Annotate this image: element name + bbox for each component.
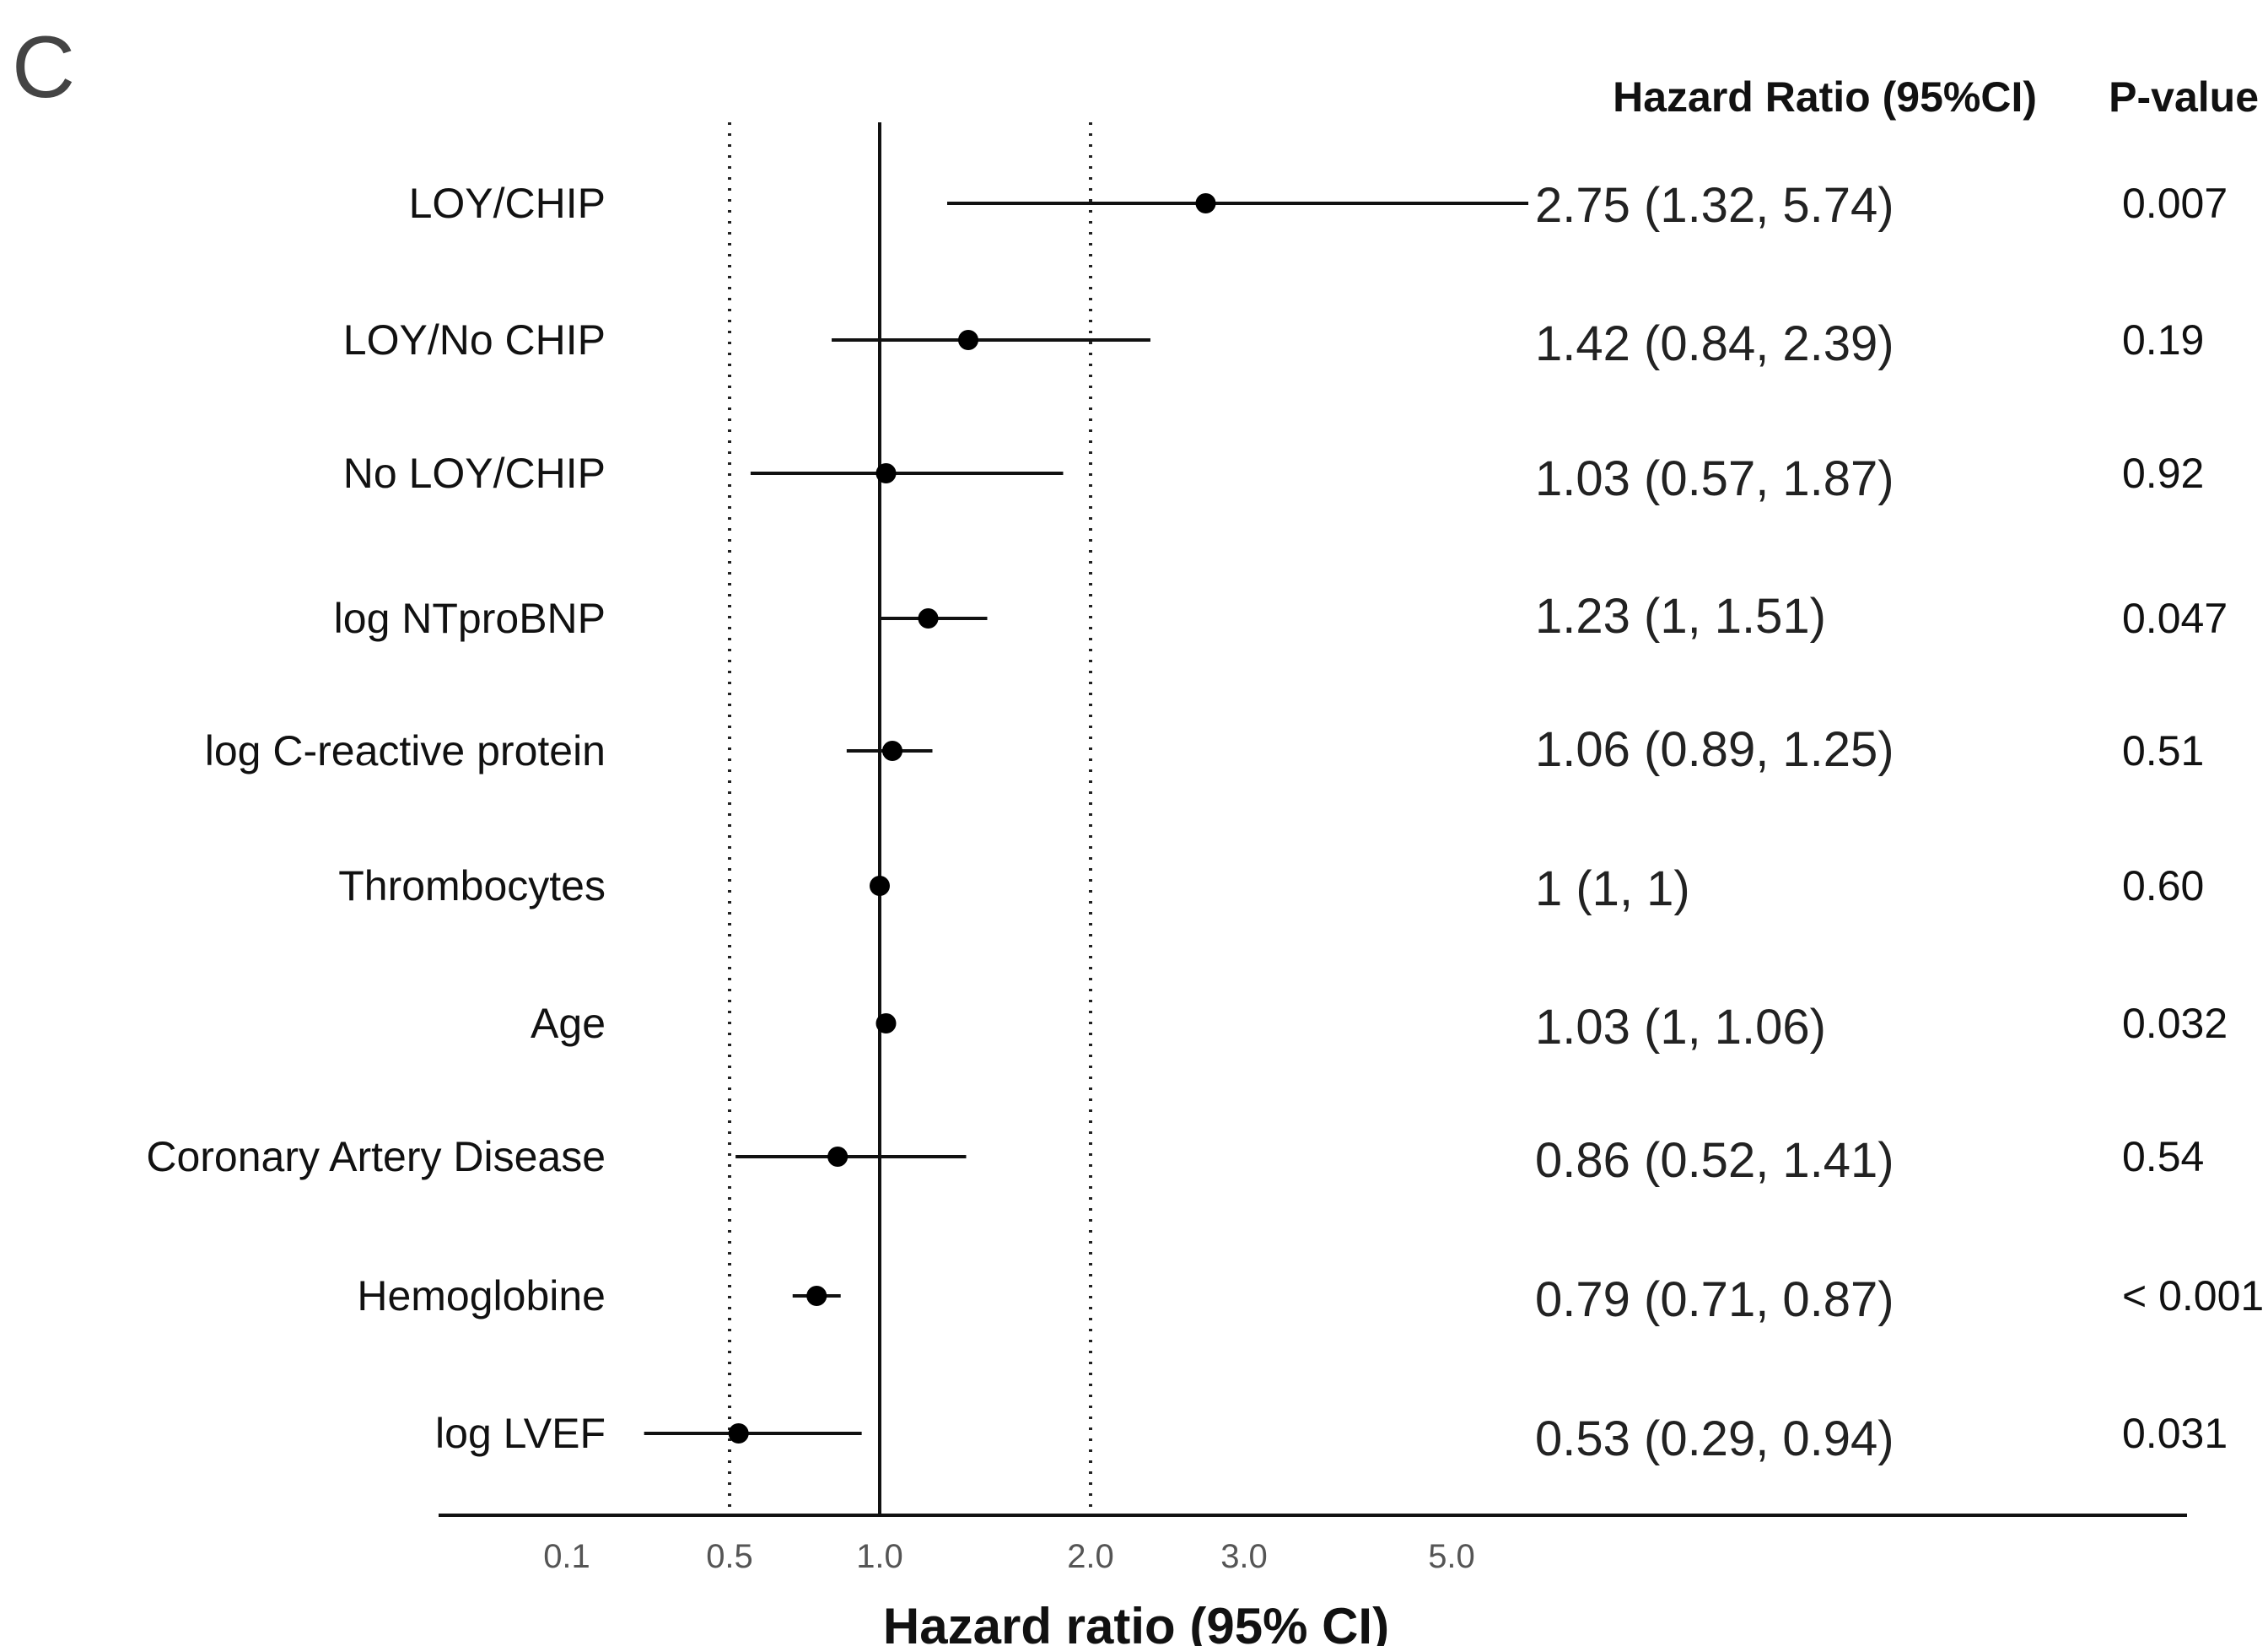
hr-ci-text: 1.42 (0.84, 2.39) [1535, 316, 1894, 371]
panel-letter: C [12, 19, 75, 116]
forest-row: Coronary Artery Disease 0.86 (0.52, 1.41)… [146, 1133, 2204, 1188]
hr-point [827, 1147, 848, 1167]
x-axis-ticks: 0.1 0.5 1.0 2.0 3.0 5.0 [543, 1538, 1475, 1575]
p-value-text: 0.032 [2122, 1000, 2228, 1047]
hr-point [728, 1423, 749, 1444]
hr-point [875, 463, 897, 483]
p-value-text: 0.54 [2122, 1133, 2204, 1180]
row-label: log LVEF [435, 1410, 606, 1457]
hr-column-header: Hazard Ratio (95%CI) [1613, 73, 2037, 121]
forest-row: Age 1.03 (1, 1.06) 0.032 [531, 1000, 2228, 1055]
row-label: LOY/CHIP [409, 180, 606, 227]
hr-ci-text: 1 (1, 1) [1535, 861, 1690, 916]
forest-row: LOY/CHIP 2.75 (1.32, 5.74) 0.007 [409, 178, 2228, 233]
hr-point [1195, 193, 1216, 213]
hr-ci-text: 1.03 (1, 1.06) [1535, 1000, 1826, 1055]
p-value-text: 0.047 [2122, 595, 2228, 642]
row-label: Thrombocytes [338, 862, 606, 909]
hr-ci-text: 0.53 (0.29, 0.94) [1535, 1411, 1894, 1466]
forest-row: No LOY/CHIP 1.03 (0.57, 1.87) 0.92 [343, 450, 2205, 506]
forest-row: log C-reactive protein 1.06 (0.89, 1.25) 0… [205, 722, 2205, 777]
x-tick-label: 5.0 [1428, 1538, 1475, 1575]
forest-row: log LVEF 0.53 (0.29, 0.94) 0.031 [435, 1410, 2228, 1466]
hr-point [958, 330, 978, 350]
p-value-text: 0.031 [2122, 1410, 2228, 1457]
row-label: log C-reactive protein [205, 727, 606, 774]
forest-row: Hemoglobine 0.79 (0.71, 0.87) < 0.001 [357, 1272, 2264, 1327]
p-value-text: 0.60 [2122, 862, 2204, 909]
hr-ci-text: 1.06 (0.89, 1.25) [1535, 722, 1894, 777]
hr-ci-text: 0.86 (0.52, 1.41) [1535, 1133, 1894, 1188]
forest-row: log NTproBNP 1.23 (1, 1.51) 0.047 [334, 589, 2228, 644]
hr-point [870, 876, 890, 896]
row-label: Coronary Artery Disease [146, 1133, 606, 1180]
p-value-column-header: P-value [2109, 73, 2259, 121]
hr-ci-text: 0.79 (0.71, 0.87) [1535, 1272, 1894, 1327]
p-value-text: 0.19 [2122, 316, 2204, 364]
x-tick-label: 3.0 [1220, 1538, 1268, 1575]
x-axis-title: Hazard ratio (95% CI) [883, 1598, 1389, 1646]
hr-ci-text: 1.23 (1, 1.51) [1535, 589, 1826, 644]
hr-ci-text: 1.03 (0.57, 1.87) [1535, 451, 1894, 506]
row-label: No LOY/CHIP [343, 450, 606, 497]
guide-lines [728, 122, 1092, 1515]
hr-point [806, 1286, 827, 1306]
row-label: Age [531, 1000, 606, 1047]
p-value-text: < 0.001 [2122, 1272, 2264, 1319]
x-tick-label: 0.1 [543, 1538, 590, 1575]
p-value-text: 0.007 [2122, 180, 2228, 227]
x-tick-label: 0.5 [706, 1538, 753, 1575]
p-value-text: 0.92 [2122, 450, 2204, 497]
row-label: log NTproBNP [334, 595, 606, 642]
hr-ci-text: 2.75 (1.32, 5.74) [1535, 178, 1894, 233]
row-label: Hemoglobine [357, 1272, 606, 1319]
hr-point [875, 1013, 897, 1033]
forest-row: Thrombocytes 1 (1, 1) 0.60 [338, 861, 2204, 916]
row-label: LOY/No CHIP [343, 316, 606, 364]
forest-row: LOY/No CHIP 1.42 (0.84, 2.39) 0.19 [343, 316, 2205, 371]
hr-point [882, 741, 902, 761]
hr-point [918, 608, 939, 629]
p-value-text: 0.51 [2122, 727, 2204, 774]
x-tick-label: 1.0 [856, 1538, 903, 1575]
x-tick-label: 2.0 [1067, 1538, 1114, 1575]
forest-rows: LOY/CHIP 2.75 (1.32, 5.74) 0.007 LOY/No CHI… [146, 178, 2264, 1466]
